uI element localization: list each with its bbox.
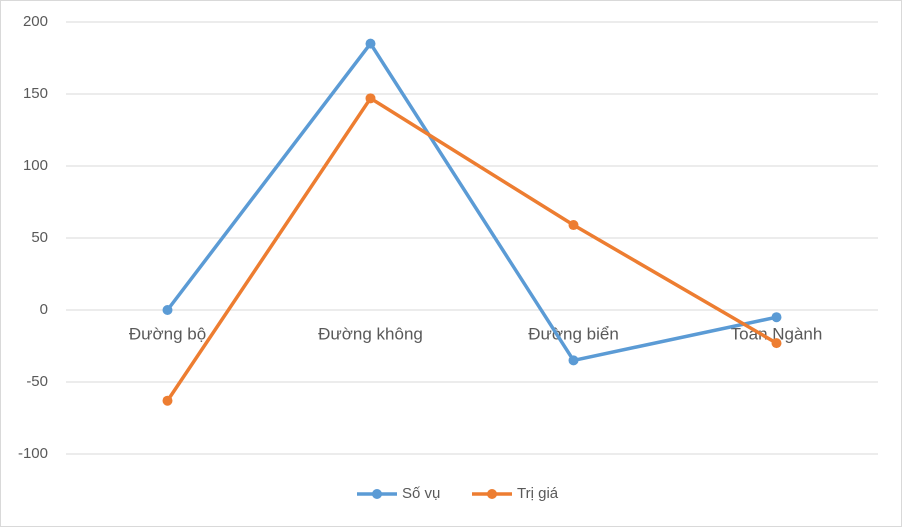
x-tick-label: Đường bộ <box>129 324 206 343</box>
y-tick-label: 150 <box>23 85 48 102</box>
marker <box>568 220 579 231</box>
y-tick-label: 100 <box>23 157 48 174</box>
legend-marker <box>487 489 497 499</box>
marker <box>771 338 782 349</box>
y-tick-label: -100 <box>18 445 48 462</box>
y-tick-label: 200 <box>23 13 48 30</box>
marker <box>771 312 782 323</box>
legend-label: Số vụ <box>402 485 440 502</box>
marker <box>162 305 173 315</box>
marker <box>568 355 579 366</box>
series-line <box>166 96 778 402</box>
marker <box>162 395 173 406</box>
legend-label: Trị giá <box>517 485 559 502</box>
series-line <box>166 41 777 363</box>
legend-marker <box>372 489 382 499</box>
marker <box>365 93 376 104</box>
marker <box>365 38 376 49</box>
y-tick-label: -50 <box>26 373 48 390</box>
y-tick-label: 0 <box>40 301 48 318</box>
x-tick-label: Đường biển <box>528 324 619 343</box>
y-tick-label: 50 <box>31 229 48 246</box>
x-tick-label: Đường không <box>318 324 423 343</box>
